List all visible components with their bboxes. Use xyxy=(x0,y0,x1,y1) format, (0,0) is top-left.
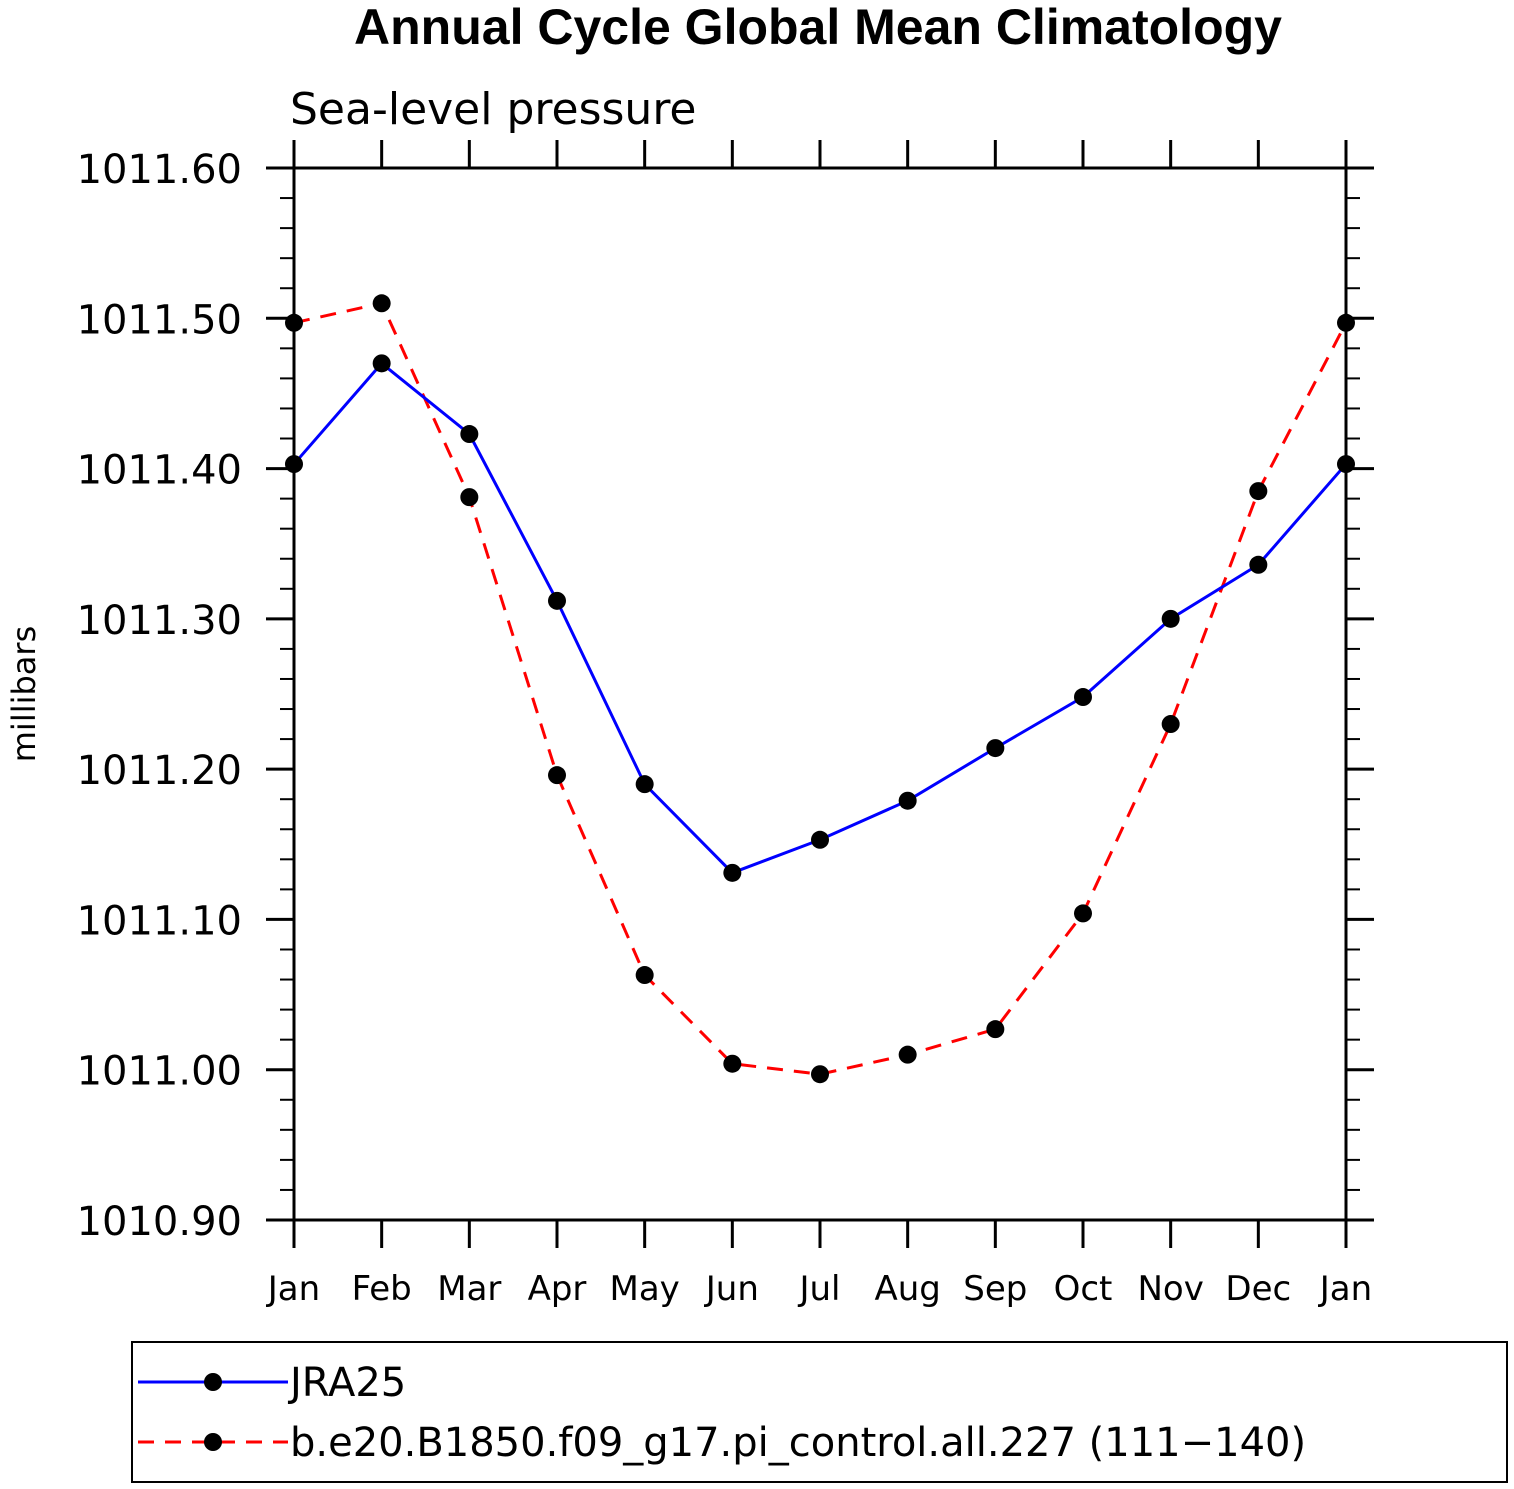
data-point-model xyxy=(372,294,391,313)
axes: 1010.90 1011.00 1011.10 1011.20 1011.30 1011.… xyxy=(77,140,1374,1309)
x-tick-label: Dec xyxy=(1225,1269,1291,1309)
data-point-model xyxy=(635,966,654,985)
x-tick-label: May xyxy=(610,1269,680,1309)
data-point-model xyxy=(548,766,566,785)
data-point-jra25 xyxy=(548,591,566,610)
y-tick-label: 1011.50 xyxy=(77,297,242,343)
x-tick-label: Jun xyxy=(704,1269,759,1309)
legend-label-model: b.e20.B1850.f09_g17.pi_control.all.227 (… xyxy=(290,1420,1306,1466)
data-point-jra25 xyxy=(372,354,391,373)
legend-box xyxy=(131,1341,1508,1483)
data-point-model xyxy=(898,1045,917,1064)
y-tick-label: 1011.40 xyxy=(77,448,242,494)
series-layer xyxy=(285,294,1355,1084)
y-tick-label: 1011.20 xyxy=(77,748,242,794)
y-tick-label: 1011.00 xyxy=(77,1049,242,1095)
data-point-model xyxy=(1161,715,1180,734)
data-point-jra25 xyxy=(1249,555,1268,574)
plot-frame xyxy=(292,166,1348,1222)
data-point-model xyxy=(1074,904,1092,923)
data-point-model xyxy=(986,1020,1005,1039)
x-tick-label: Jul xyxy=(797,1269,840,1309)
data-point-jra25 xyxy=(723,863,742,882)
x-tick-label: Apr xyxy=(528,1269,587,1309)
data-point-model xyxy=(1337,313,1355,332)
y-tick-label: 1010.90 xyxy=(77,1199,242,1245)
legend-marker-model xyxy=(204,1433,222,1451)
x-tick-label: Oct xyxy=(1054,1269,1113,1309)
data-point-model xyxy=(460,488,479,507)
data-point-jra25 xyxy=(285,455,303,474)
data-point-model xyxy=(1249,482,1268,501)
data-point-model xyxy=(811,1065,829,1084)
x-tick-label: Aug xyxy=(874,1269,940,1309)
data-point-model xyxy=(723,1054,742,1073)
y-axis-label: millibars xyxy=(5,626,43,762)
y-tick-label: 1011.60 xyxy=(77,147,242,193)
legend: JRA25 b.e20.B1850.f09_g17.pi_control.all… xyxy=(131,1341,1508,1483)
y-tick-label: 1011.30 xyxy=(77,598,242,644)
chart-title: Annual Cycle Global Mean Climatology xyxy=(354,0,1282,55)
data-point-jra25 xyxy=(1074,688,1092,707)
x-tick-label: Feb xyxy=(352,1269,412,1309)
data-point-jra25 xyxy=(1337,455,1355,474)
chart-subtitle: Sea-level pressure xyxy=(290,84,697,135)
legend-marker-jra25 xyxy=(204,1373,222,1391)
data-point-jra25 xyxy=(986,739,1005,758)
x-tick-label: Nov xyxy=(1137,1269,1203,1309)
legend-label-jra25: JRA25 xyxy=(287,1360,406,1406)
data-point-jra25 xyxy=(811,830,829,849)
x-tick-label: Mar xyxy=(437,1269,501,1309)
data-point-model xyxy=(285,313,303,332)
data-point-jra25 xyxy=(460,425,479,444)
data-point-jra25 xyxy=(1161,609,1180,628)
y-tick-label: 1011.10 xyxy=(77,898,242,944)
data-point-jra25 xyxy=(635,775,654,794)
x-tick-label: Jan xyxy=(1318,1269,1372,1309)
x-tick-label: Jan xyxy=(266,1269,320,1309)
x-tick-label: Sep xyxy=(963,1269,1027,1309)
data-point-jra25 xyxy=(898,791,917,810)
series-line-jra25 xyxy=(292,361,1348,875)
